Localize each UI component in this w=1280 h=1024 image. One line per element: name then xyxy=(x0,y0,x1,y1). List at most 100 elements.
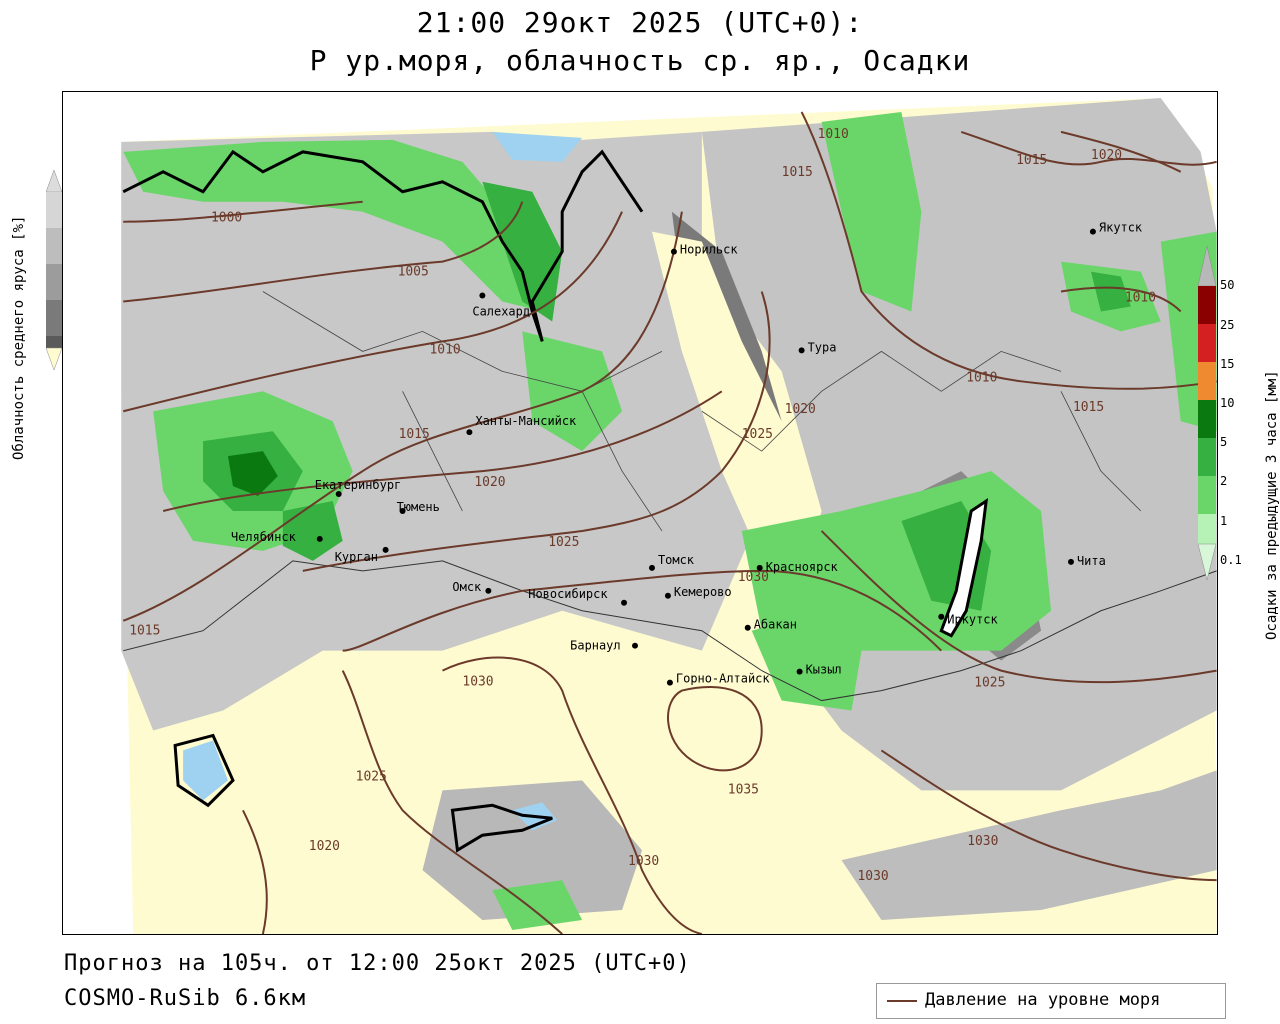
city-chita: Чита xyxy=(1077,554,1106,568)
isobar-label-1000: 1000 xyxy=(211,211,242,226)
isobar-1030-east xyxy=(880,749,1217,882)
isobar-1035 xyxy=(667,685,763,772)
isobar-1020-east xyxy=(1060,130,1182,173)
city-kemerovo: Кемерово xyxy=(674,585,732,599)
cloud-bar-90 xyxy=(46,192,62,228)
isobar-label-1010-e: 1010 xyxy=(1125,291,1156,306)
precip-sayan xyxy=(751,610,862,711)
cloud-area-southeast xyxy=(841,770,1217,921)
pressure-legend-line xyxy=(887,1000,917,1002)
isobar-1025-south xyxy=(341,670,563,934)
city-tura: Тура xyxy=(808,340,837,354)
forecast-map: 1000 1005 1010 1015 1020 1025 1030 1035 … xyxy=(62,91,1218,935)
city-norilsk: Норильск xyxy=(680,243,738,257)
isobar-1030-south xyxy=(442,656,703,934)
city-kurgan: Курган xyxy=(335,550,378,564)
aral-sea xyxy=(183,740,228,801)
isobar-label-1030-c: 1030 xyxy=(738,570,769,585)
precip-bar-1 xyxy=(1198,476,1216,514)
isobar-1025-east xyxy=(820,530,1217,684)
model-name: COSMO-RuSib 6.6км xyxy=(64,986,307,1011)
precip-bar-10 xyxy=(1198,362,1216,400)
isobar-label-1025: 1025 xyxy=(548,535,579,550)
city-yakutsk: Якутск xyxy=(1099,221,1143,235)
isobar-1015-west xyxy=(122,211,683,622)
pressure-legend: Давление на уровне моря xyxy=(876,983,1226,1019)
isobar-label-1020-s: 1020 xyxy=(309,839,340,854)
isobar-label-1035: 1035 xyxy=(728,782,759,797)
isobar-label-1030-s: 1030 xyxy=(628,854,659,869)
city-barnaul: Барнаул xyxy=(570,639,620,653)
precip-bar-01 xyxy=(1198,514,1216,544)
isobar-1020-south xyxy=(242,809,268,934)
city-tyumen: Тюмень xyxy=(397,500,440,514)
isobar-label-1030-se: 1030 xyxy=(967,834,998,849)
aral-outline xyxy=(173,733,235,808)
cloud-colorbar xyxy=(46,170,62,370)
isobar-label-1020-c: 1020 xyxy=(785,402,816,417)
south-lake-outline xyxy=(450,803,553,853)
city-novosibirsk: Новосибирск xyxy=(528,587,608,601)
isobar-label-1020-ne: 1020 xyxy=(1091,148,1122,163)
precip-yakutsk-core xyxy=(1090,271,1131,312)
city-omsk: Омск xyxy=(452,580,482,594)
map-title-fields: P ур.моря, облачность ср. яр., Осадки xyxy=(309,44,971,77)
cloud-bar-10 xyxy=(46,336,62,348)
precip-tick-0.1: 0.1 xyxy=(1220,553,1242,567)
pressure-legend-label: Давление на уровне моря xyxy=(925,990,1161,1010)
isobar-label-1015-w: 1015 xyxy=(129,624,160,639)
isobar-label-1015-e: 1015 xyxy=(1073,400,1104,415)
cloud-bar-50 xyxy=(46,264,62,300)
isobar-1010-east-2 xyxy=(1060,286,1182,313)
isobar-label-1005: 1005 xyxy=(398,265,429,280)
city-khanty-mansiysk: Ханты-Мансийск xyxy=(475,414,577,428)
precip-bar-bottom-arrow xyxy=(1198,543,1216,580)
isobar-1010-east xyxy=(800,111,1217,390)
city-gorno-altaysk: Горно-Алтайск xyxy=(676,672,770,686)
city-ekaterinburg: Екатеринбург xyxy=(315,478,401,492)
region-borders xyxy=(262,291,1142,532)
arctic-coastline xyxy=(122,149,644,342)
isobar-1020-west xyxy=(162,390,723,512)
isobar-label-1010: 1010 xyxy=(430,342,461,357)
city-tomsk: Томск xyxy=(658,553,695,567)
isobar-1015-east xyxy=(960,130,1217,166)
cloud-bar-top-arrow xyxy=(46,170,62,193)
lake-baikal xyxy=(939,497,989,638)
map-title-datetime: 21:00 29окт 2025 (UTC+0): xyxy=(416,6,864,39)
precip-tick-2: 2 xyxy=(1220,474,1228,488)
precip-tick-15: 15 xyxy=(1220,357,1235,371)
forecast-info: Прогноз на 105ч. от 12:00 25окт 2025 (UT… xyxy=(64,951,691,976)
isobar-label-1025-c: 1025 xyxy=(742,427,773,442)
isobar-label-1030: 1030 xyxy=(462,675,493,690)
cloud-bar-70 xyxy=(46,228,62,264)
precip-ural-dark xyxy=(227,451,278,497)
city-krasnoyarsk: Красноярск xyxy=(766,560,839,574)
state-border xyxy=(123,560,1217,702)
isobar-label-1010-c: 1010 xyxy=(966,370,997,385)
cloud-scale-label: Облачность среднего яруса [%] xyxy=(11,215,27,460)
precip-tick-1: 1 xyxy=(1220,514,1228,528)
precip-tick-5: 5 xyxy=(1220,435,1228,449)
cloud-bar-30 xyxy=(46,300,62,336)
isobar-label-1020: 1020 xyxy=(474,475,505,490)
precip-north-east xyxy=(821,111,922,312)
isobar-label-1030-sse: 1030 xyxy=(857,869,888,884)
precip-tick-25: 25 xyxy=(1220,318,1235,332)
isobar-1030-central xyxy=(342,569,942,652)
precip-bar-25 xyxy=(1198,324,1216,362)
city-kyzyl: Кызыл xyxy=(806,663,842,677)
clear-corridor xyxy=(651,231,822,571)
precip-colorbar xyxy=(1198,246,1216,580)
isobar-1025-central xyxy=(302,291,771,572)
city-irkutsk: Иркутск xyxy=(947,613,998,627)
precip-tick-10: 10 xyxy=(1220,396,1235,410)
precip-bar-2 xyxy=(1198,438,1216,476)
isobar-label-1025-se: 1025 xyxy=(974,676,1005,691)
isobar-label-1015-ne: 1015 xyxy=(1016,153,1047,168)
city-chelyabinsk: Челябинск xyxy=(231,530,297,544)
isobar-label-1025-s: 1025 xyxy=(356,769,387,784)
precip-bar-5 xyxy=(1198,400,1216,438)
isobar-label-1015: 1015 xyxy=(399,427,430,442)
kara-sea xyxy=(492,131,583,162)
